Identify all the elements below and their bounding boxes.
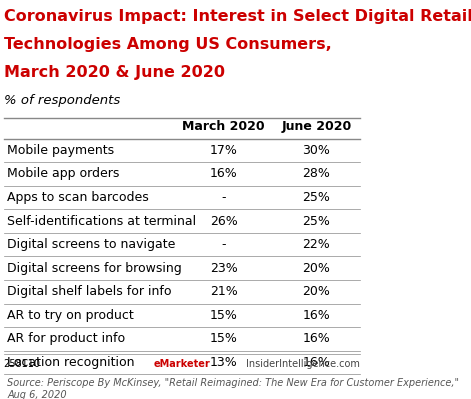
Text: Coronavirus Impact: Interest in Select Digital Retail: Coronavirus Impact: Interest in Select D… bbox=[4, 9, 471, 24]
Text: 16%: 16% bbox=[210, 167, 237, 180]
Text: 20%: 20% bbox=[302, 262, 330, 275]
Text: June 2020: June 2020 bbox=[281, 120, 351, 133]
Text: Digital screens for browsing: Digital screens for browsing bbox=[7, 262, 182, 275]
Text: March 2020 & June 2020: March 2020 & June 2020 bbox=[4, 65, 225, 80]
Text: Mobile app orders: Mobile app orders bbox=[7, 167, 120, 180]
Text: 16%: 16% bbox=[302, 332, 330, 346]
Text: 258110: 258110 bbox=[4, 359, 41, 369]
Text: Source: Periscope By McKinsey, "Retail Reimagined: The New Era for Customer Expe: Source: Periscope By McKinsey, "Retail R… bbox=[7, 378, 459, 399]
Text: Self-identifications at terminal: Self-identifications at terminal bbox=[7, 215, 196, 227]
Text: 16%: 16% bbox=[302, 356, 330, 369]
Text: 28%: 28% bbox=[302, 167, 330, 180]
Text: 30%: 30% bbox=[302, 144, 330, 157]
Text: Location recognition: Location recognition bbox=[7, 356, 135, 369]
Text: -: - bbox=[221, 238, 226, 251]
Text: 20%: 20% bbox=[302, 285, 330, 298]
Text: 15%: 15% bbox=[210, 332, 237, 346]
Text: eMarketer: eMarketer bbox=[154, 359, 210, 369]
Text: 26%: 26% bbox=[210, 215, 237, 227]
Text: % of respondents: % of respondents bbox=[4, 94, 120, 107]
Text: 16%: 16% bbox=[302, 309, 330, 322]
Text: -: - bbox=[221, 191, 226, 204]
Text: March 2020: March 2020 bbox=[182, 120, 265, 133]
Text: Digital shelf labels for info: Digital shelf labels for info bbox=[7, 285, 172, 298]
Text: Apps to scan barcodes: Apps to scan barcodes bbox=[7, 191, 149, 204]
Text: InsiderIntelligence.com: InsiderIntelligence.com bbox=[246, 359, 360, 369]
Text: 13%: 13% bbox=[210, 356, 237, 369]
Text: Digital screens to navigate: Digital screens to navigate bbox=[7, 238, 176, 251]
Text: 25%: 25% bbox=[302, 215, 330, 227]
Text: 21%: 21% bbox=[210, 285, 237, 298]
Text: Mobile payments: Mobile payments bbox=[7, 144, 114, 157]
Text: 17%: 17% bbox=[210, 144, 237, 157]
Text: 23%: 23% bbox=[210, 262, 237, 275]
Text: 25%: 25% bbox=[302, 191, 330, 204]
Text: 15%: 15% bbox=[210, 309, 237, 322]
Text: 22%: 22% bbox=[302, 238, 330, 251]
Text: Technologies Among US Consumers,: Technologies Among US Consumers, bbox=[4, 38, 332, 52]
Text: AR to try on product: AR to try on product bbox=[7, 309, 134, 322]
Text: AR for product info: AR for product info bbox=[7, 332, 125, 346]
